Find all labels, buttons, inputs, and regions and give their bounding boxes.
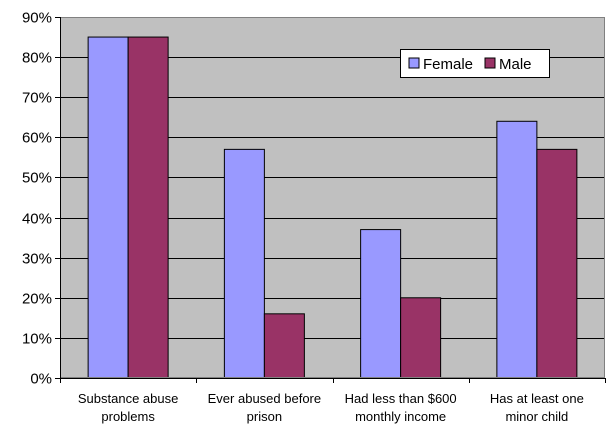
category-label-1-line-2: problems: [101, 409, 155, 424]
bar-male-4: [536, 148, 578, 379]
legend-swatch-male: [484, 57, 496, 69]
y-tick-label-60: 60%: [22, 130, 52, 147]
y-tick-label-80: 80%: [22, 50, 52, 67]
legend-label-female: Female: [423, 56, 473, 73]
bar-male-1: [127, 36, 169, 379]
category-label-2-line-2: prison: [247, 409, 282, 424]
y-tick-label-20: 20%: [22, 291, 52, 308]
bar-male-2: [263, 313, 305, 379]
bar-male-3: [400, 297, 442, 379]
category-label-4-line-1: Has at least one: [490, 391, 584, 406]
category-label-4-line-2: minor child: [505, 409, 568, 424]
category-label-1-line-1: Substance abuse: [78, 391, 178, 406]
legend-label-male: Male: [499, 56, 532, 73]
category-label-3-line-2: monthly income: [355, 409, 446, 424]
bar-female-1: [87, 36, 129, 379]
category-label-2-line-1: Ever abused before: [208, 391, 321, 406]
y-tick-label-50: 50%: [22, 170, 52, 187]
legend: [400, 49, 550, 78]
bar-female-4: [496, 120, 538, 379]
legend-swatch-female: [408, 57, 420, 69]
y-tick-label-40: 40%: [22, 211, 52, 228]
category-label-3-line-1: Had less than $600: [345, 391, 457, 406]
bar-female-2: [223, 148, 265, 379]
y-tick-label-70: 70%: [22, 90, 52, 107]
y-tick-label-10: 10%: [22, 331, 52, 348]
y-tick-label-30: 30%: [22, 251, 52, 268]
y-tick-label-0: 0%: [30, 371, 52, 388]
bar-female-3: [360, 229, 402, 379]
y-tick-label-90: 90%: [22, 10, 52, 27]
